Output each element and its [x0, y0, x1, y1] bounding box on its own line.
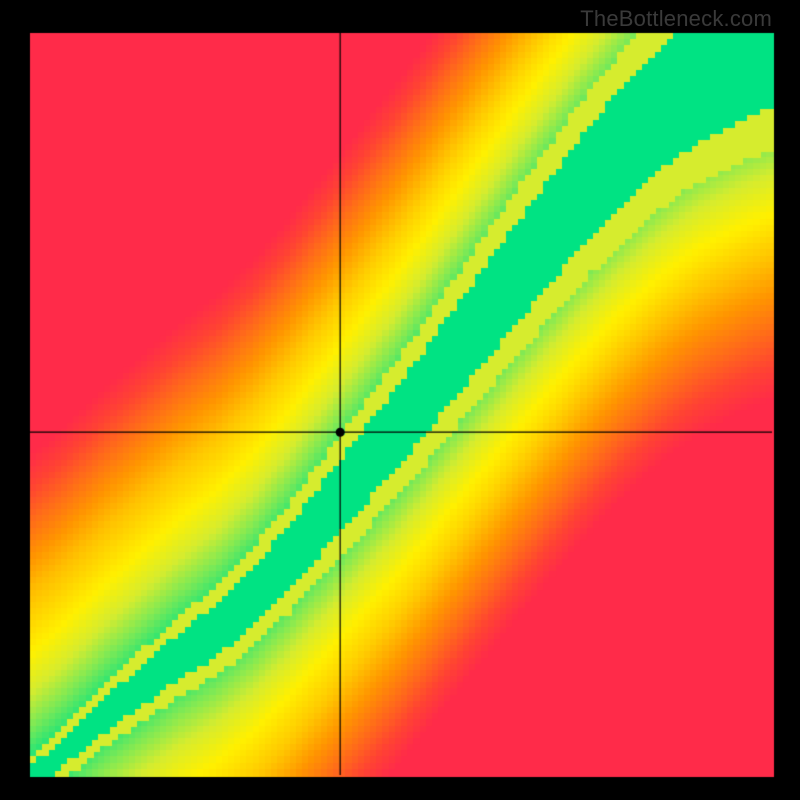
- bottleneck-heatmap: [0, 0, 800, 800]
- watermark-text: TheBottleneck.com: [580, 6, 772, 32]
